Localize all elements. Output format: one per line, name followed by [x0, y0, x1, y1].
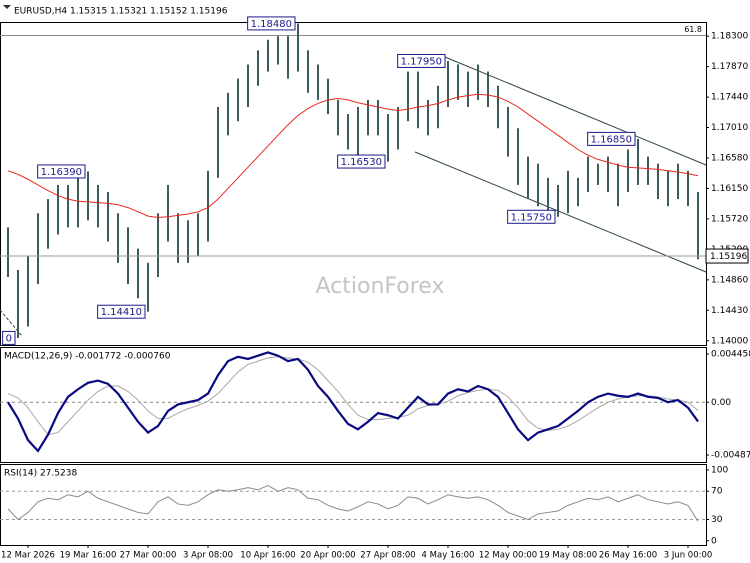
price-label-box: [2, 330, 16, 345]
y-tick-label: 0.00: [711, 398, 731, 408]
price-label-box: [397, 53, 446, 68]
chart-title: EURUSD,H4 1.15315 1.15321 1.15152 1.1519…: [14, 7, 228, 17]
x-tick-label: 12 Mar 2026: [1, 551, 55, 561]
macd-panel: [0, 347, 707, 463]
macd-line: [7, 351, 699, 453]
y-tick-label: 1.14000: [711, 336, 748, 346]
price-label-box: [587, 131, 636, 146]
price-label: 1.14410: [101, 307, 142, 318]
last-price-label: 1.15196: [710, 252, 747, 262]
price-panel: [0, 22, 707, 346]
y-tick-label: 1.17010: [711, 123, 748, 133]
signal-line: [7, 356, 699, 436]
y-tick-label: 1.14860: [711, 275, 748, 285]
rsi-panel: [0, 464, 707, 546]
price-label: 1.16530: [341, 157, 382, 168]
price-label: 1.17950: [401, 56, 442, 67]
y-tick-label: 0: [711, 536, 717, 546]
x-tick-label: 10 Apr 16:00: [240, 551, 295, 561]
y-tick-label: 100: [711, 465, 728, 475]
x-tick-label: 12 May 00:00: [479, 551, 537, 561]
x-tick-label: 19 Mar 16:00: [60, 551, 117, 561]
price-label-box: [37, 164, 86, 179]
x-tick-label: 26 May 16:00: [599, 551, 657, 561]
price-label: 1.16850: [591, 134, 632, 145]
price-label-box: [247, 16, 296, 31]
x-tick-label: 3 Apr 08:00: [183, 551, 233, 561]
price-label: 1.15750: [511, 212, 552, 223]
panel-title: RSI(14) 27.5238: [4, 469, 77, 479]
y-tick-label: 0.004458: [711, 349, 750, 359]
menu-icon[interactable]: [3, 5, 11, 9]
trend-line: [0, 309, 23, 337]
y-tick-label: 1.15720: [711, 214, 748, 224]
y-tick-label: 1.18300: [711, 32, 748, 42]
price-label: 0: [6, 333, 12, 344]
price-label: 1.18480: [251, 19, 292, 30]
x-tick-label: 27 Mar 00:00: [120, 551, 177, 561]
rsi-line: [7, 484, 699, 522]
y-tick-label: 1.17870: [711, 62, 748, 72]
fib-label: 61.8: [684, 25, 702, 34]
x-tick-label: 19 May 08:00: [539, 551, 597, 561]
x-tick-label: 20 Apr 00:00: [300, 551, 355, 561]
y-tick-label: -0.004872: [711, 450, 750, 460]
y-tick-label: 30: [711, 515, 723, 525]
x-tick-label: 3 Jun 00:00: [664, 551, 713, 561]
x-tick-label: 27 Apr 08:00: [360, 551, 415, 561]
price-label-box: [97, 304, 146, 319]
x-tick-label: 4 May 16:00: [422, 551, 475, 561]
y-tick-label: 70: [711, 487, 723, 497]
last-price-box: [705, 248, 749, 264]
price-label: 1.16390: [41, 167, 82, 178]
price-label-box: [337, 154, 386, 169]
y-tick-label: 1.16150: [711, 184, 748, 194]
y-tick-label: 1.14430: [711, 306, 748, 316]
y-tick-label: 1.17440: [711, 93, 748, 103]
panel-title: MACD(12,26,9) -0.001772 -0.000760: [4, 352, 171, 362]
y-tick-label: 1.16580: [711, 154, 748, 164]
channel-lower: [414, 151, 707, 273]
price-label-box: [507, 209, 556, 224]
moving-average: [7, 93, 699, 219]
watermark: ActionForex: [316, 274, 445, 299]
